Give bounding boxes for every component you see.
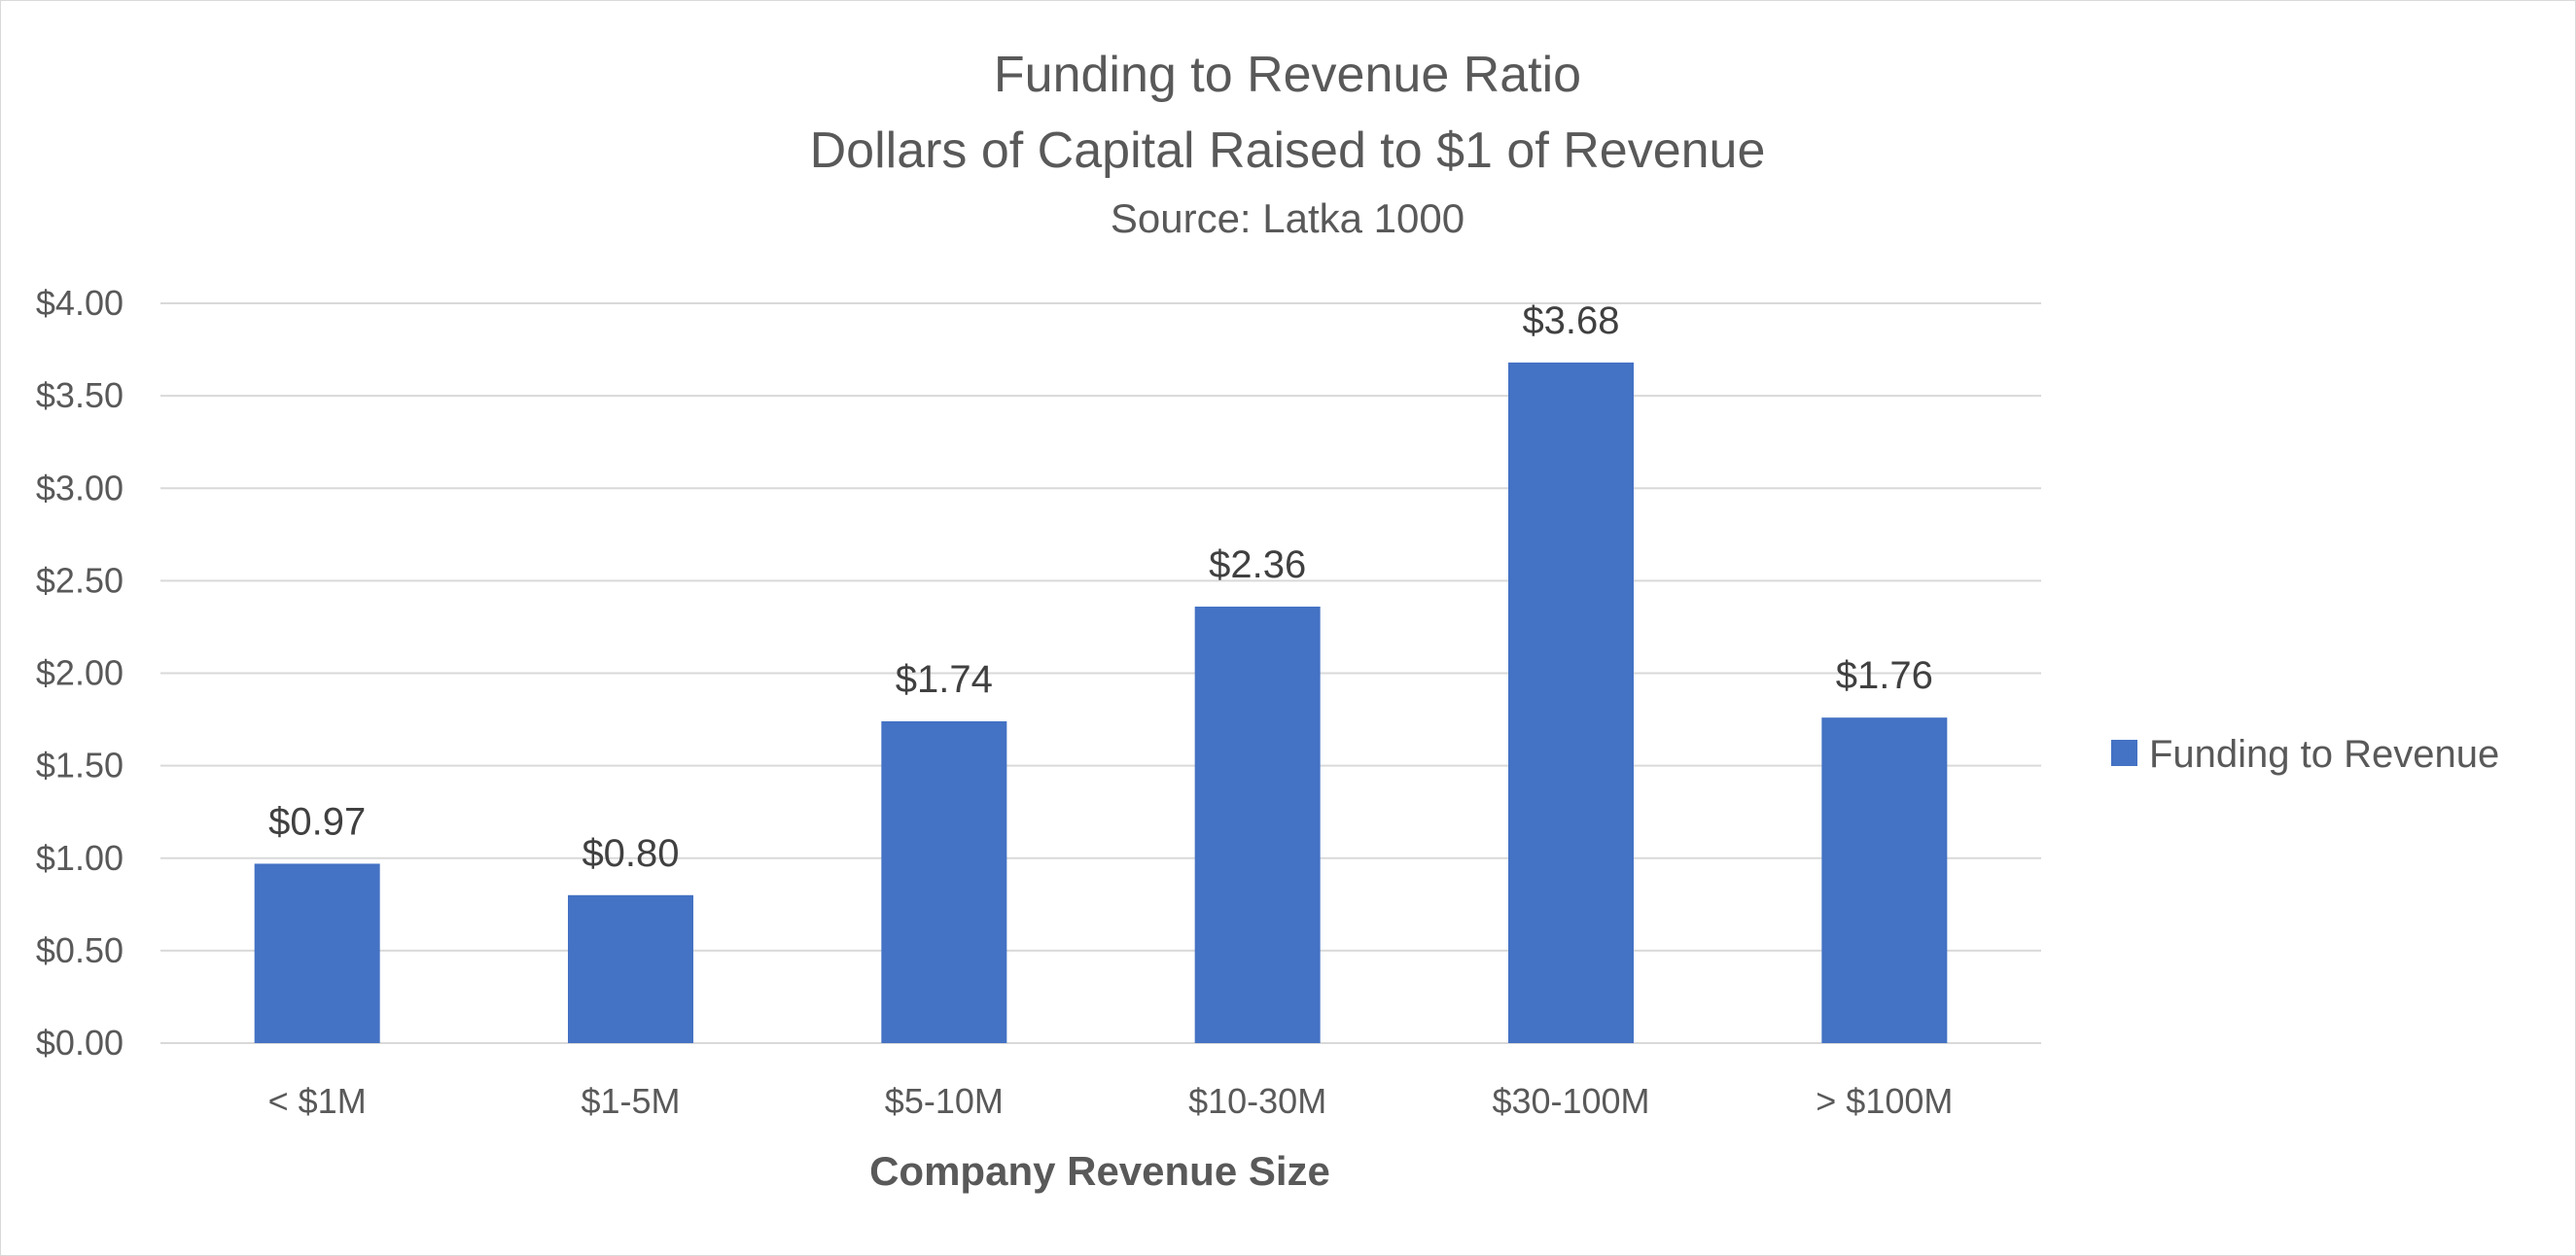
data-labels: $0.97 $0.80 $1.74 $2.36 $3.68 $1.76	[268, 299, 1933, 875]
data-label: $3.68	[1522, 299, 1619, 342]
y-tick-label: $1.50	[36, 746, 124, 785]
x-tick-label: $1-5M	[581, 1081, 680, 1121]
chart-title: Funding to Revenue Ratio	[994, 47, 1581, 103]
bar[interactable]	[1821, 717, 1948, 1043]
x-axis-title: Company Revenue Size	[869, 1148, 1330, 1194]
y-tick-label: $4.00	[36, 283, 124, 323]
bar[interactable]	[1194, 607, 1321, 1043]
y-tick-label: $0.50	[36, 930, 124, 970]
chart-subtitle: Dollars of Capital Raised to $1 of Reven…	[810, 122, 1766, 179]
bar[interactable]	[881, 720, 1007, 1043]
y-tick-label: $1.00	[36, 838, 124, 878]
data-label: $2.36	[1209, 543, 1306, 586]
bar[interactable]	[1508, 362, 1634, 1043]
data-label: $1.74	[896, 658, 993, 701]
data-label: $0.97	[268, 800, 366, 843]
y-axis-ticks: $0.00 $0.50 $1.00 $1.50 $2.00 $2.50 $3.00 $3.50…	[36, 283, 124, 1063]
gridlines	[160, 302, 2041, 1044]
y-tick-label: $2.50	[36, 560, 124, 600]
y-tick-label: $0.00	[36, 1023, 124, 1063]
bars	[254, 362, 1948, 1043]
y-tick-label: $2.00	[36, 653, 124, 693]
x-tick-label: < $1M	[268, 1081, 367, 1121]
chart-source: Source: Latka 1000	[1111, 195, 1464, 241]
bar[interactable]	[568, 894, 693, 1043]
bar[interactable]	[254, 863, 380, 1043]
legend-swatch	[2111, 740, 2137, 766]
data-label: $0.80	[582, 832, 679, 875]
x-tick-label: $5-10M	[885, 1081, 1004, 1121]
x-tick-label: $10-30M	[1188, 1081, 1326, 1121]
data-label: $1.76	[1836, 654, 1933, 697]
legend[interactable]: Funding to Revenue	[2111, 733, 2499, 776]
x-tick-label: > $100M	[1816, 1081, 1953, 1121]
legend-label: Funding to Revenue	[2149, 733, 2499, 776]
y-tick-label: $3.50	[36, 375, 124, 415]
x-axis-ticks: < $1M $1-5M $5-10M $10-30M $30-100M > $100M	[268, 1081, 1954, 1121]
x-tick-label: $30-100M	[1492, 1081, 1649, 1121]
y-tick-label: $3.00	[36, 468, 124, 507]
